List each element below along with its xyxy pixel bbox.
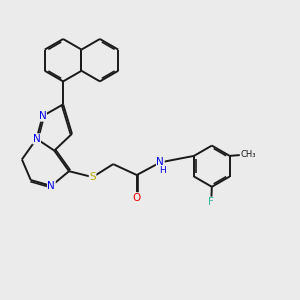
Text: S: S xyxy=(89,172,96,182)
Text: N: N xyxy=(39,111,46,121)
Text: N: N xyxy=(156,158,164,167)
Text: O: O xyxy=(133,193,141,203)
Text: CH₃: CH₃ xyxy=(240,150,256,159)
Text: N: N xyxy=(47,181,55,191)
Text: N: N xyxy=(33,134,41,144)
Text: F: F xyxy=(208,197,214,207)
Text: H: H xyxy=(159,166,166,175)
